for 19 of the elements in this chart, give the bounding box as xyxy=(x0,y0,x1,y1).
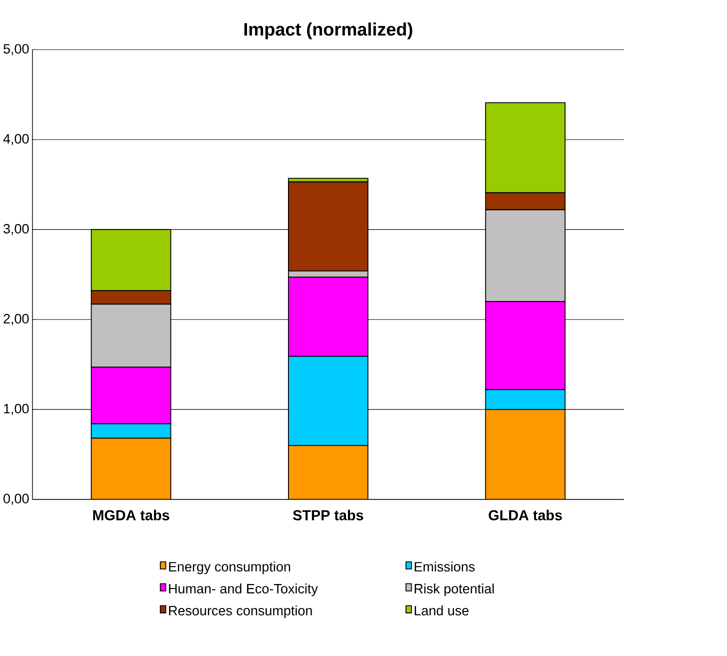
bar xyxy=(485,408,566,500)
legend-label: Land use xyxy=(414,605,469,616)
x-tick-label: GLDA tabs xyxy=(488,510,562,520)
y-tick-label: 0,00 xyxy=(4,494,29,505)
y-tick-label: 1,00 xyxy=(4,404,29,415)
chart-title: Impact (normalized) xyxy=(244,22,412,40)
legend-label: Human- and Eco-Toxicity xyxy=(169,583,318,596)
legend-label: Emissions xyxy=(414,561,475,572)
bar xyxy=(288,444,368,500)
y-tick-label: 2,00 xyxy=(4,314,29,325)
bar xyxy=(90,438,172,500)
y-tick-label: 4,00 xyxy=(3,134,29,145)
legend-label: Resources consumption xyxy=(169,605,312,618)
legend-label: Risk potential xyxy=(414,583,494,596)
x-tick-label: STPP tabs xyxy=(292,510,364,520)
y-tick-label: 3,00 xyxy=(4,224,29,235)
x-tick-label: MGDA tabs xyxy=(93,510,170,520)
y-tick-label: 5,00 xyxy=(4,44,29,55)
legend-label: Energy consumption xyxy=(169,561,290,574)
